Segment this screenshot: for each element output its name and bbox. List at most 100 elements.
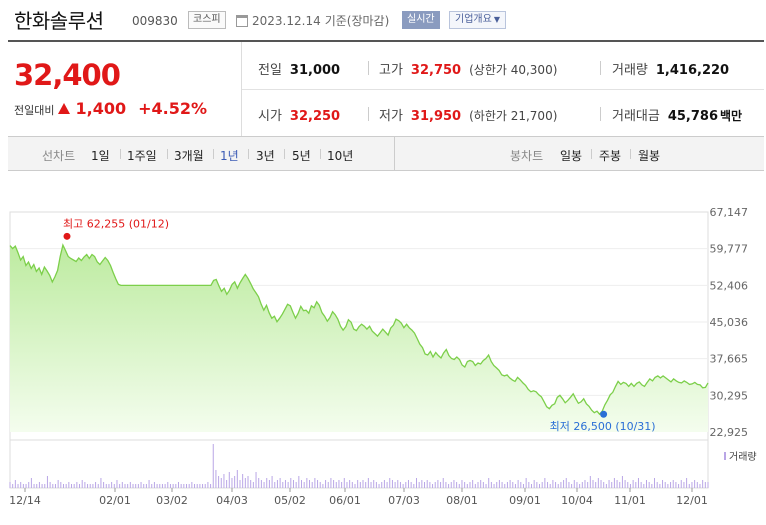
company-overview-button[interactable]: 기업개요 ▼ (449, 11, 506, 29)
tab-3m[interactable]: 3개월 (174, 149, 204, 163)
volume-bar (667, 484, 669, 488)
volume-bar (127, 484, 129, 488)
volume-bar (9, 482, 11, 488)
volume-bar (688, 484, 690, 488)
volume-bar (137, 484, 139, 488)
tab-5y[interactable]: 5년 (292, 149, 311, 163)
y-tick-label: 30,295 (710, 389, 749, 402)
tab-separator (284, 149, 285, 159)
company-overview-label: 기업개요 (455, 14, 492, 25)
tab-weekly[interactable]: 주봉 (599, 149, 622, 163)
volume-bar (686, 478, 688, 488)
y-tick-label: 52,406 (710, 279, 749, 292)
volume-bar (397, 480, 399, 488)
volume-bar (169, 484, 171, 488)
volume-bar (571, 484, 573, 488)
volume-bar (488, 478, 490, 488)
tab-group-divider (394, 137, 395, 171)
volume-bar (405, 482, 407, 488)
volume-bar (343, 478, 345, 488)
volume-bar (424, 482, 426, 488)
volume-bar (568, 482, 570, 488)
volume-bar (659, 484, 661, 488)
prev-close-label: 전일 (258, 63, 282, 78)
tab-1w[interactable]: 1주일 (127, 149, 157, 163)
volume-bar (522, 484, 524, 488)
volume-bar (493, 484, 495, 488)
volume-bar (191, 482, 193, 488)
volume-bar (145, 484, 147, 488)
volume-label: 거래량 (612, 63, 648, 78)
volume-bar (250, 480, 252, 488)
tab-10y[interactable]: 10년 (327, 149, 354, 163)
volume-bar (135, 484, 137, 488)
volume-bar (282, 482, 284, 488)
volume-bar (637, 478, 639, 488)
volume-bar (391, 480, 393, 488)
volume-bar (202, 484, 204, 488)
volume-bar (480, 480, 482, 488)
header-divider (8, 40, 764, 42)
realtime-button[interactable]: 실시간 (402, 11, 440, 29)
volume-bar (54, 484, 56, 488)
volume-bar (680, 480, 682, 488)
open-cell: 시가 32,250 (258, 105, 340, 124)
volume-bar (579, 484, 581, 488)
volume-bar (263, 482, 265, 488)
volume-bar (287, 482, 289, 488)
volume-bar (450, 482, 452, 488)
tab-daily[interactable]: 일봉 (560, 149, 583, 163)
current-price-block: 32,400 전일대비 1,400 +4.52% (8, 42, 242, 136)
volume-bar (453, 480, 455, 488)
volume-bar (533, 480, 535, 488)
volume-bar (271, 476, 273, 488)
volume-bar (188, 484, 190, 488)
volume-bar (670, 482, 672, 488)
volume-bar (477, 482, 479, 488)
x-tick-label: 02/01 (99, 494, 131, 507)
volume-bar (426, 480, 428, 488)
quote-divider (600, 107, 601, 121)
volume-bar (402, 484, 404, 488)
open-value: 32,250 (289, 109, 341, 124)
volume-bar (175, 484, 177, 488)
y-tick-label: 37,665 (710, 353, 749, 366)
stock-header: 한화솔루션 009830 코스피 2023.12.14 기준(장마감) 실시간 … (0, 0, 766, 40)
y-tick-label: 67,147 (710, 206, 749, 219)
up-arrow-icon (58, 103, 71, 114)
volume-bar (349, 480, 351, 488)
volume-bar (196, 484, 198, 488)
volume-bar (536, 482, 538, 488)
volume-bar (651, 484, 653, 488)
low-label: 최저 26,500 (10/31) (550, 420, 656, 433)
tab-1d[interactable]: 1일 (91, 149, 110, 163)
tab-3y[interactable]: 3년 (256, 149, 275, 163)
volume-bar (616, 480, 618, 488)
low-label: 저가 (379, 109, 403, 124)
volume-bar (528, 482, 530, 488)
volume-bar (25, 484, 27, 488)
volume-bar (309, 480, 311, 488)
volume-bar (223, 474, 225, 488)
volume-bar (357, 480, 359, 488)
prev-close-value: 31,000 (289, 63, 341, 78)
lower-limit: (하한가 21,700) (469, 109, 558, 123)
tab-monthly[interactable]: 월봉 (638, 149, 661, 163)
change-value: 1,400 (75, 99, 127, 118)
volume-bar (675, 482, 677, 488)
volume-bar (306, 478, 308, 488)
volume-bar (351, 482, 353, 488)
volume-bar (49, 482, 51, 488)
volume-bar (103, 482, 105, 488)
y-tick-label: 22,925 (710, 426, 749, 439)
tab-1y[interactable]: 1년 (220, 149, 239, 163)
volume-bar (268, 480, 270, 488)
volume-bar (156, 484, 158, 488)
high-label: 최고 62,255 (01/12) (63, 217, 169, 230)
volume-bar (164, 484, 166, 488)
volume-bar (421, 480, 423, 488)
volume-cell: 거래량 1,416,220 (612, 59, 729, 78)
volume-bar (597, 478, 599, 488)
volume-bar (151, 484, 153, 488)
prev-close-cell: 전일 31,000 (258, 59, 340, 78)
